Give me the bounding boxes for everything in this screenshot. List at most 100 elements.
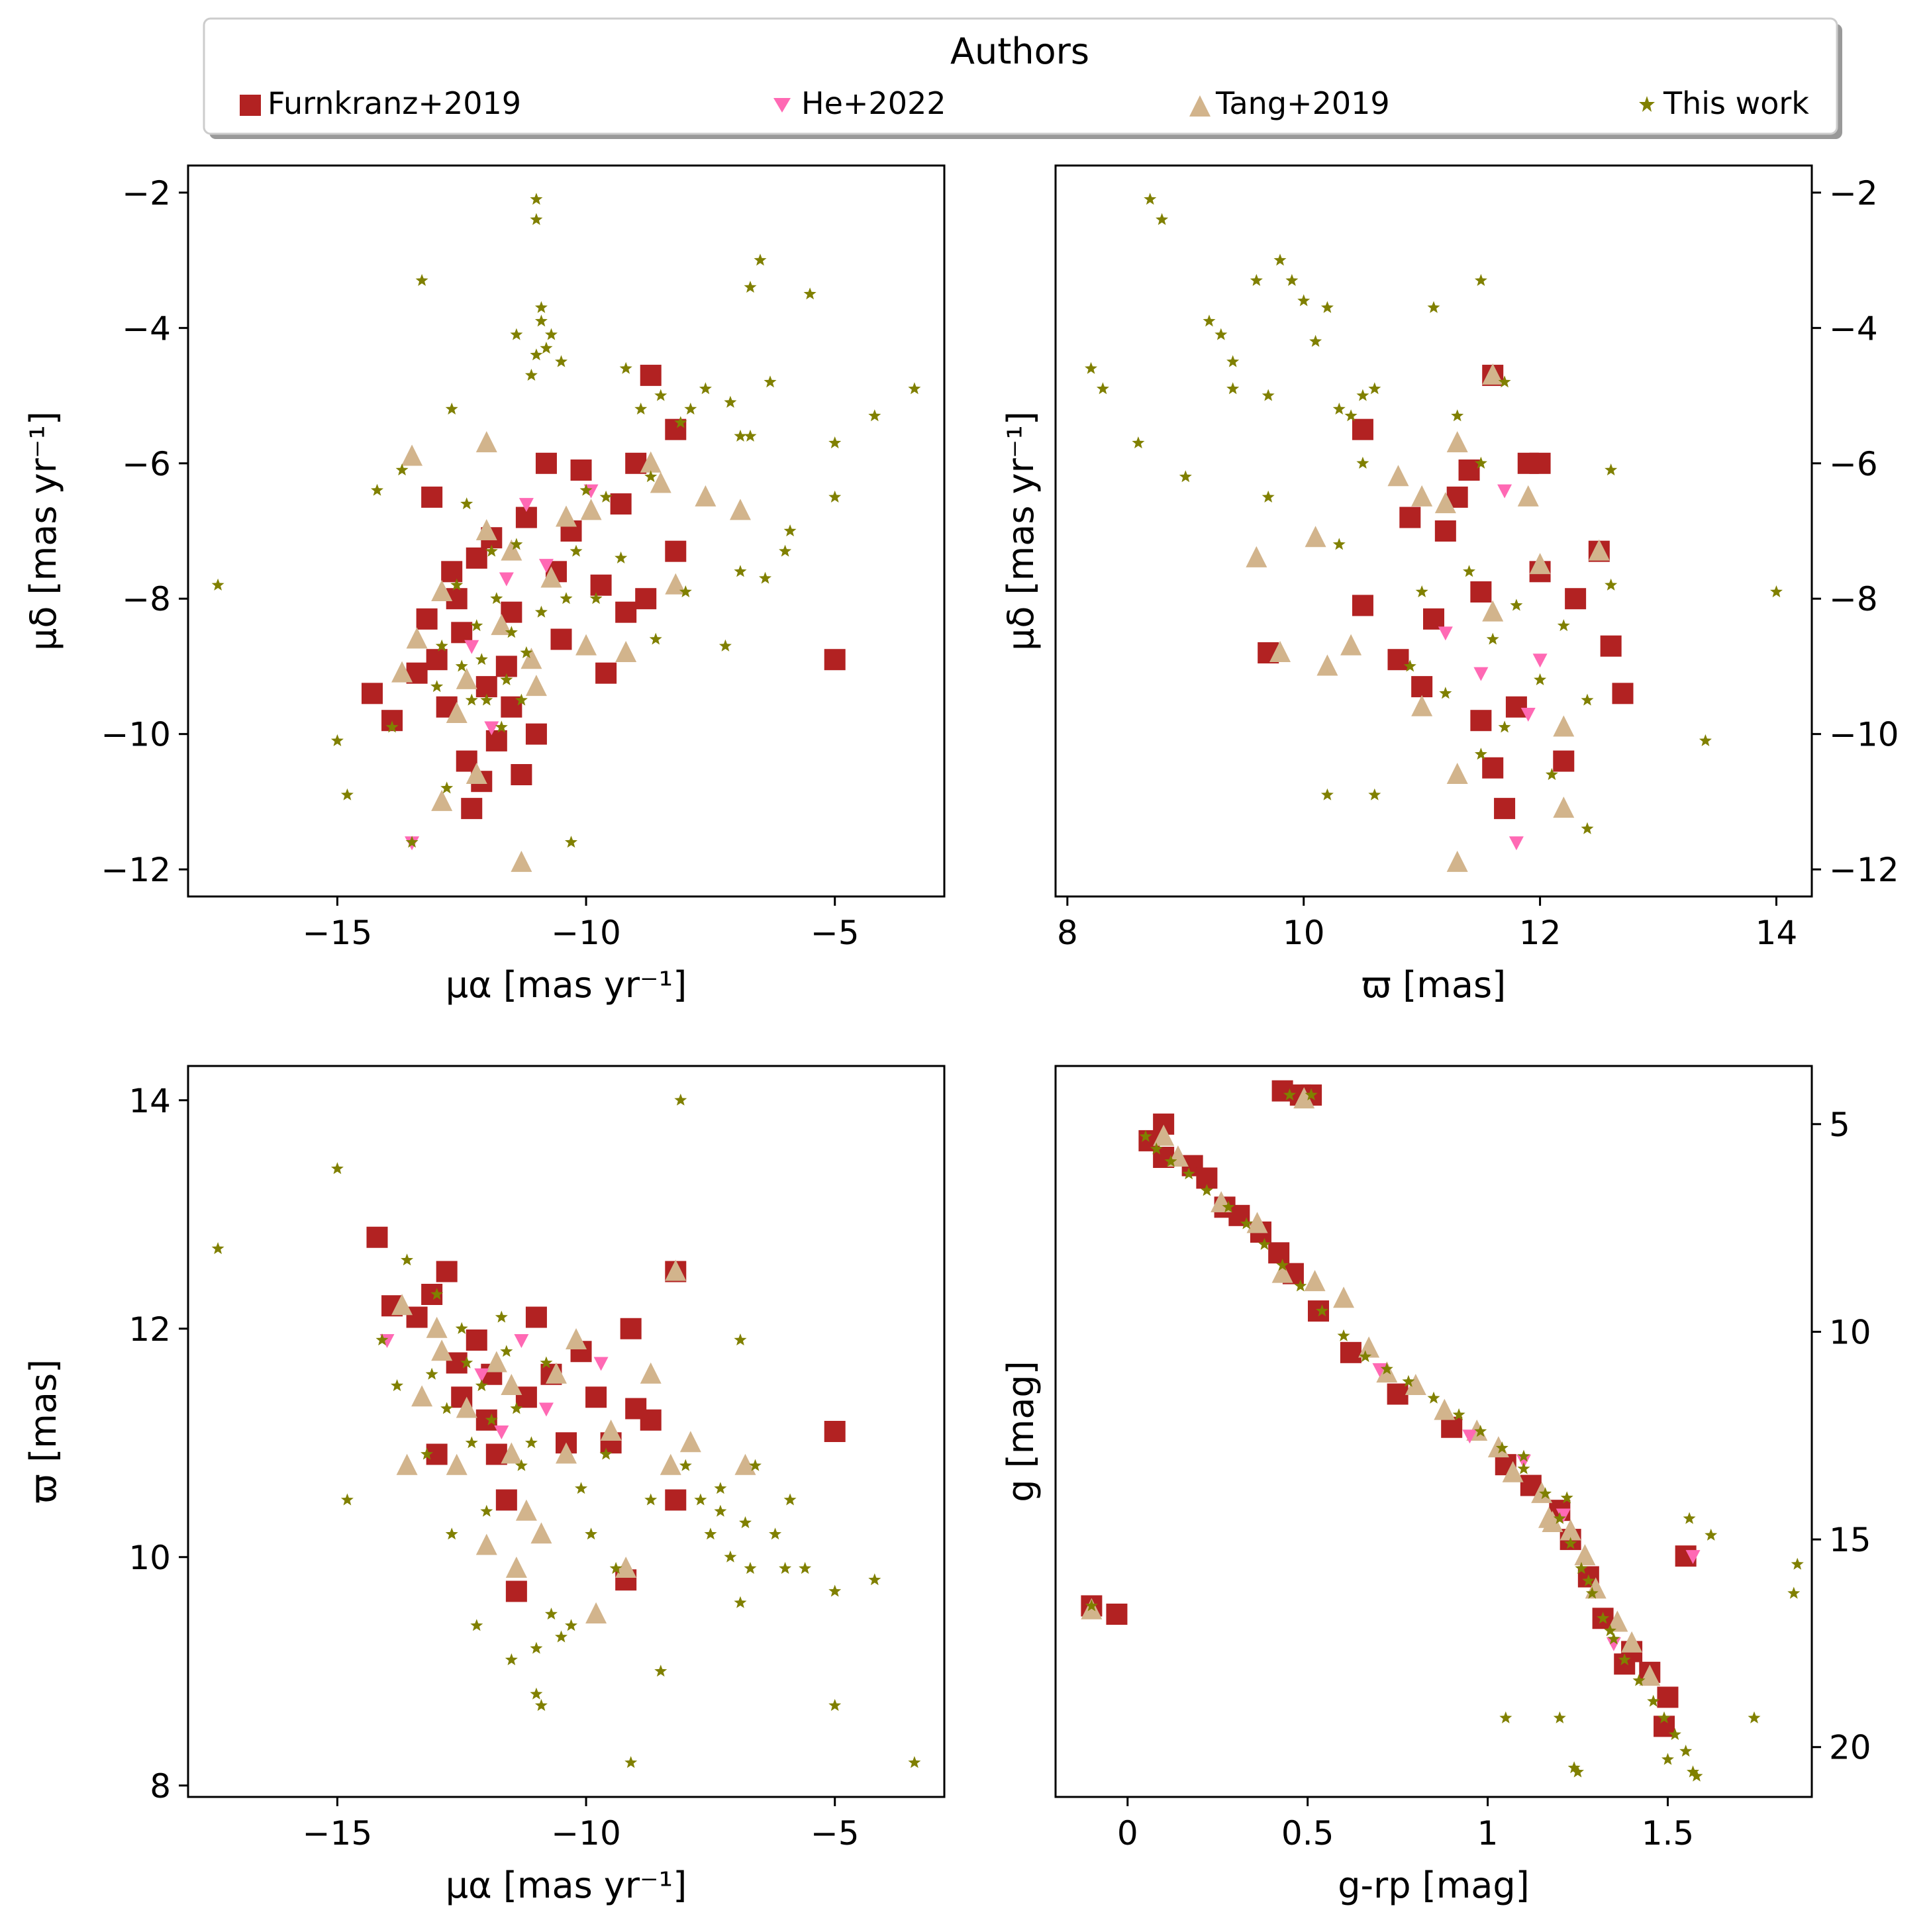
- point-thiswork-48: [714, 1504, 727, 1517]
- point-tang-19: [729, 499, 751, 520]
- point-thiswork-56: [510, 1402, 523, 1414]
- point-thiswork-42: [1683, 1512, 1696, 1524]
- point-thiswork-37: [1415, 585, 1428, 598]
- point-tang-4: [446, 1453, 468, 1475]
- point-thiswork-10: [1315, 1304, 1328, 1317]
- point-thiswork-24: [1585, 1586, 1599, 1599]
- point-furnkranz-15: [1565, 588, 1587, 610]
- point-thiswork-51: [759, 571, 771, 584]
- point-tang-23: [650, 471, 671, 493]
- point-tang-2: [1305, 526, 1326, 548]
- point-tang-16: [600, 1420, 622, 1441]
- point-tang-18: [1482, 600, 1504, 622]
- point-tang-22: [679, 1431, 701, 1453]
- point-thiswork-57: [440, 781, 454, 794]
- point-he-4: [1372, 1363, 1387, 1377]
- y-tick-label: −2: [1829, 174, 1878, 213]
- x-axis-label: ϖ [mas]: [1362, 964, 1506, 1006]
- point-he-0: [1685, 1550, 1701, 1565]
- point-tang-13: [1529, 553, 1551, 575]
- legend-title: Authors: [950, 30, 1089, 72]
- point-thiswork-23: [1575, 1562, 1588, 1574]
- point-furnkranz-18: [620, 1318, 642, 1339]
- y-tick-label: 5: [1829, 1106, 1850, 1144]
- point-thiswork-19: [534, 301, 548, 313]
- point-thiswork-27: [1618, 1653, 1631, 1666]
- point-thiswork-31: [1668, 1727, 1681, 1740]
- point-furnkranz-10: [505, 1580, 527, 1602]
- point-thiswork-45: [868, 1573, 881, 1586]
- x-tick-label: 10: [1283, 914, 1325, 952]
- point-thiswork-25: [1368, 788, 1381, 800]
- point-thiswork-40: [1748, 1711, 1761, 1723]
- point-thiswork-26: [624, 1756, 638, 1768]
- point-tang-17: [1560, 1519, 1581, 1541]
- point-thiswork-52: [718, 639, 732, 652]
- point-tang-11: [1434, 1398, 1456, 1420]
- point-tang-7: [1434, 492, 1456, 514]
- point-thiswork-24: [599, 1447, 613, 1460]
- point-thiswork-19: [1332, 538, 1346, 550]
- point-thiswork-26: [1427, 301, 1440, 313]
- x-axis-label: μα [mas yr⁻¹]: [446, 1864, 687, 1906]
- point-tang-15: [1588, 539, 1610, 561]
- point-tang-9: [491, 614, 513, 636]
- point-tang-10: [1446, 431, 1468, 453]
- point-thiswork-11: [470, 619, 483, 632]
- point-furnkranz-21: [550, 628, 572, 650]
- point-thiswork-2: [1164, 1155, 1177, 1167]
- point-thiswork-46: [1305, 1088, 1318, 1100]
- point-thiswork-37: [724, 395, 737, 408]
- point-thiswork-44: [1557, 619, 1570, 632]
- point-thiswork-22: [540, 342, 553, 354]
- point-tang-11: [530, 1522, 552, 1544]
- legend-entry-furnkranz: Furnkranz+2019: [240, 85, 521, 121]
- point-thiswork-1: [330, 1162, 344, 1175]
- point-tang-7: [485, 1351, 507, 1373]
- point-thiswork-38: [1499, 1711, 1512, 1723]
- point-thiswork-33: [714, 1482, 727, 1494]
- point-thiswork-32: [1605, 578, 1618, 591]
- point-tang-6: [446, 702, 468, 723]
- point-thiswork-43: [783, 524, 797, 537]
- point-thiswork-32: [704, 1527, 717, 1540]
- x-tick-label: 0: [1117, 1814, 1138, 1853]
- x-tick-label: −15: [303, 1814, 373, 1853]
- point-thiswork-39: [744, 429, 757, 442]
- point-furnkranz-29: [1106, 1604, 1128, 1625]
- point-tang-12: [540, 566, 562, 588]
- panel-pmra-pmdec: −15 −10 −5 −12 −10 −8 −6 −4 −2 μα [mas yr⁻¹] μδ [m…: [23, 164, 946, 1006]
- point-thiswork-8: [445, 403, 458, 415]
- point-he-2: [1516, 1454, 1531, 1469]
- point-furnkranz-9: [456, 750, 477, 772]
- point-tang-13: [556, 1442, 577, 1464]
- y-tick-label: −10: [101, 716, 171, 754]
- point-thiswork-20: [1539, 1487, 1552, 1500]
- point-tang-9: [1376, 1361, 1398, 1383]
- point-furnkranz-23: [570, 459, 592, 481]
- plot-area: [1056, 1066, 1812, 1797]
- y-axis-label: μδ [mas yr⁻¹]: [1000, 411, 1042, 651]
- point-furnkranz-11: [1505, 696, 1527, 718]
- data-points: [211, 1093, 921, 1768]
- point-thiswork-30: [1658, 1711, 1671, 1723]
- point-thiswork-45: [803, 287, 817, 300]
- point-tang-24: [1542, 1511, 1563, 1532]
- point-thiswork-25: [544, 328, 558, 340]
- point-thiswork-42: [1463, 565, 1475, 577]
- point-furnkranz-25: [1657, 1686, 1679, 1708]
- point-he-2: [1473, 667, 1489, 681]
- point-thiswork-46: [908, 1756, 921, 1768]
- point-tang-19: [660, 1453, 681, 1475]
- point-thiswork-22: [575, 1482, 588, 1494]
- point-thiswork-34: [1690, 1769, 1703, 1782]
- point-thiswork-29: [674, 1093, 687, 1106]
- point-tang-5: [1387, 465, 1409, 487]
- point-he-3: [499, 572, 514, 587]
- point-thiswork-55: [615, 551, 628, 563]
- point-thiswork-30: [679, 1459, 692, 1471]
- point-furnkranz-21: [1434, 520, 1456, 542]
- point-thiswork-33: [1699, 734, 1712, 746]
- point-thiswork-50: [734, 565, 747, 577]
- point-tang-21: [1621, 1631, 1643, 1653]
